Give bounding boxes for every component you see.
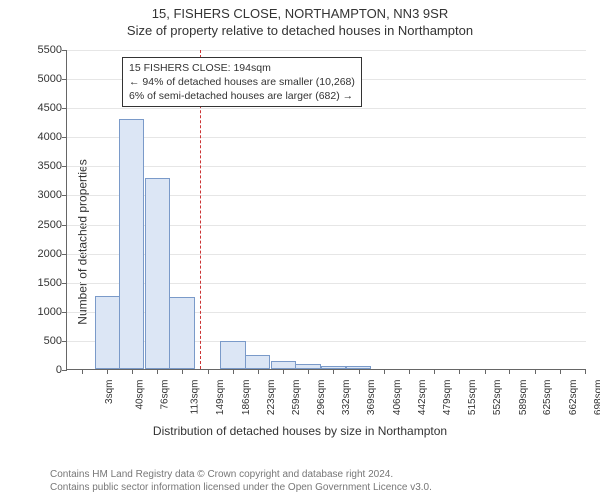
histogram-bar	[119, 119, 144, 369]
chart-title-line2: Size of property relative to detached ho…	[0, 21, 600, 38]
x-tick-label: 479sqm	[442, 380, 453, 416]
y-tick-mark	[62, 50, 67, 51]
y-tick-mark	[62, 254, 67, 255]
y-tick-label: 1000	[22, 306, 62, 318]
y-tick-label: 2000	[22, 248, 62, 260]
x-tick-label: 223sqm	[266, 380, 277, 416]
x-tick-label: 515sqm	[467, 380, 478, 416]
plot-wrap: Number of detached properties 15 FISHERS…	[0, 44, 600, 440]
x-tick-mark	[208, 369, 209, 374]
y-tick-label: 1500	[22, 277, 62, 289]
x-tick-mark	[182, 369, 183, 374]
y-tick-label: 2500	[22, 219, 62, 231]
x-tick-mark	[459, 369, 460, 374]
info-box-line: ← 94% of detached houses are smaller (10…	[129, 75, 355, 89]
y-tick-label: 4000	[22, 131, 62, 143]
x-tick-mark	[585, 369, 586, 374]
x-tick-mark	[333, 369, 334, 374]
x-tick-label: 149sqm	[215, 380, 226, 416]
y-tick-label: 5000	[22, 73, 62, 85]
x-tick-label: 369sqm	[366, 380, 377, 416]
y-tick-mark	[62, 312, 67, 313]
x-tick-label: 662sqm	[568, 380, 579, 416]
histogram-bar	[169, 297, 194, 369]
gridline	[67, 50, 586, 51]
x-tick-mark	[132, 369, 133, 374]
chart-title-line1: 15, FISHERS CLOSE, NORTHAMPTON, NN3 9SR	[0, 0, 600, 21]
y-tick-label: 5500	[22, 44, 62, 56]
gridline	[67, 108, 586, 109]
y-tick-label: 3000	[22, 189, 62, 201]
y-tick-label: 500	[22, 335, 62, 347]
y-tick-mark	[62, 341, 67, 342]
y-tick-mark	[62, 166, 67, 167]
x-tick-mark	[157, 369, 158, 374]
x-tick-label: 40sqm	[135, 380, 146, 410]
x-tick-label: 406sqm	[392, 380, 403, 416]
x-tick-label: 186sqm	[241, 380, 252, 416]
footer-line2: Contains public sector information licen…	[50, 481, 432, 494]
x-tick-mark	[560, 369, 561, 374]
y-tick-mark	[62, 225, 67, 226]
footer-line1: Contains HM Land Registry data © Crown c…	[50, 468, 432, 481]
histogram-bar	[245, 355, 270, 369]
x-tick-mark	[258, 369, 259, 374]
x-tick-label: 259sqm	[291, 380, 302, 416]
x-tick-mark	[283, 369, 284, 374]
y-tick-mark	[62, 195, 67, 196]
x-tick-label: 296sqm	[316, 380, 327, 416]
x-tick-mark	[82, 369, 83, 374]
x-tick-mark	[434, 369, 435, 374]
x-tick-mark	[535, 369, 536, 374]
plot-area: 15 FISHERS CLOSE: 194sqm← 94% of detache…	[66, 50, 586, 370]
x-tick-label: 589sqm	[518, 380, 529, 416]
histogram-bar	[271, 361, 296, 369]
x-tick-mark	[485, 369, 486, 374]
x-tick-label: 698sqm	[593, 380, 600, 416]
histogram-bar	[220, 341, 245, 370]
x-tick-mark	[233, 369, 234, 374]
gridline	[67, 166, 586, 167]
y-tick-mark	[62, 283, 67, 284]
y-tick-label: 4500	[22, 102, 62, 114]
x-tick-mark	[384, 369, 385, 374]
x-tick-label: 442sqm	[417, 380, 428, 416]
y-tick-mark	[62, 137, 67, 138]
x-tick-mark	[509, 369, 510, 374]
x-tick-label: 76sqm	[159, 380, 170, 410]
y-tick-mark	[62, 370, 67, 371]
info-box: 15 FISHERS CLOSE: 194sqm← 94% of detache…	[122, 57, 362, 108]
y-tick-label: 3500	[22, 160, 62, 172]
x-tick-mark	[409, 369, 410, 374]
x-tick-label: 3sqm	[104, 380, 115, 404]
gridline	[67, 137, 586, 138]
x-tick-label: 552sqm	[492, 380, 503, 416]
histogram-bar	[95, 296, 120, 369]
x-tick-label: 625sqm	[543, 380, 554, 416]
x-tick-mark	[107, 369, 108, 374]
histogram-bar	[145, 178, 170, 369]
info-box-line: 15 FISHERS CLOSE: 194sqm	[129, 61, 355, 75]
footer-attribution: Contains HM Land Registry data © Crown c…	[50, 468, 432, 494]
x-tick-label: 113sqm	[190, 380, 201, 415]
x-tick-mark	[308, 369, 309, 374]
x-axis-label: Distribution of detached houses by size …	[0, 424, 600, 438]
info-box-line: 6% of semi-detached houses are larger (6…	[129, 89, 355, 103]
y-tick-mark	[62, 108, 67, 109]
x-tick-label: 332sqm	[341, 380, 352, 416]
y-tick-label: 0	[22, 364, 62, 376]
y-tick-mark	[62, 79, 67, 80]
chart-root: 15, FISHERS CLOSE, NORTHAMPTON, NN3 9SR …	[0, 0, 600, 500]
x-tick-mark	[359, 369, 360, 374]
